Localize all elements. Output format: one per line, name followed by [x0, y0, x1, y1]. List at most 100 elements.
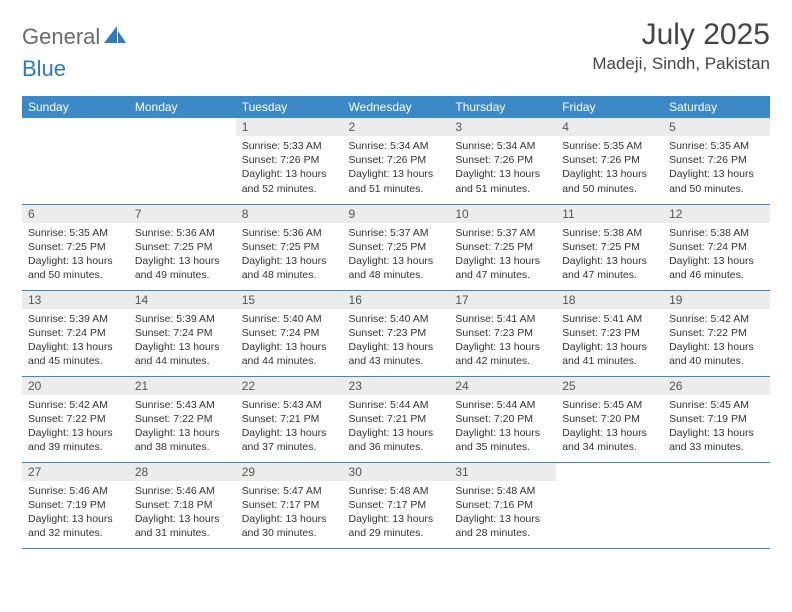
weekday-header: Thursday	[449, 96, 556, 118]
weekday-header: Monday	[129, 96, 236, 118]
day-number: 3	[449, 118, 556, 136]
day-number: 8	[236, 205, 343, 223]
calendar-day-cell: 25Sunrise: 5:45 AMSunset: 7:20 PMDayligh…	[556, 376, 663, 462]
day-content: Sunrise: 5:39 AMSunset: 7:24 PMDaylight:…	[129, 309, 236, 373]
day-content: Sunrise: 5:37 AMSunset: 7:25 PMDaylight:…	[343, 223, 450, 287]
calendar-day-cell: 1Sunrise: 5:33 AMSunset: 7:26 PMDaylight…	[236, 118, 343, 204]
day-number: 4	[556, 118, 663, 136]
day-content: Sunrise: 5:46 AMSunset: 7:19 PMDaylight:…	[22, 481, 129, 545]
weekday-header: Wednesday	[343, 96, 450, 118]
calendar-day-cell: 11Sunrise: 5:38 AMSunset: 7:25 PMDayligh…	[556, 204, 663, 290]
calendar-table: SundayMondayTuesdayWednesdayThursdayFrid…	[22, 96, 770, 549]
day-content: Sunrise: 5:46 AMSunset: 7:18 PMDaylight:…	[129, 481, 236, 545]
day-content: Sunrise: 5:44 AMSunset: 7:20 PMDaylight:…	[449, 395, 556, 459]
calendar-week-row: 27Sunrise: 5:46 AMSunset: 7:19 PMDayligh…	[22, 462, 770, 548]
calendar-day-cell: 17Sunrise: 5:41 AMSunset: 7:23 PMDayligh…	[449, 290, 556, 376]
calendar-day-cell: 28Sunrise: 5:46 AMSunset: 7:18 PMDayligh…	[129, 462, 236, 548]
day-number: 14	[129, 291, 236, 309]
weekday-header: Friday	[556, 96, 663, 118]
calendar-week-row: 1Sunrise: 5:33 AMSunset: 7:26 PMDaylight…	[22, 118, 770, 204]
day-content: Sunrise: 5:35 AMSunset: 7:25 PMDaylight:…	[22, 223, 129, 287]
day-number: 16	[343, 291, 450, 309]
calendar-day-cell: 21Sunrise: 5:43 AMSunset: 7:22 PMDayligh…	[129, 376, 236, 462]
day-content: Sunrise: 5:41 AMSunset: 7:23 PMDaylight:…	[556, 309, 663, 373]
day-number: 6	[22, 205, 129, 223]
day-number: 7	[129, 205, 236, 223]
day-content: Sunrise: 5:43 AMSunset: 7:21 PMDaylight:…	[236, 395, 343, 459]
day-number: 10	[449, 205, 556, 223]
calendar-day-cell: 20Sunrise: 5:42 AMSunset: 7:22 PMDayligh…	[22, 376, 129, 462]
calendar-day-cell	[129, 118, 236, 204]
weekday-header: Tuesday	[236, 96, 343, 118]
calendar-day-cell	[556, 462, 663, 548]
calendar-day-cell: 27Sunrise: 5:46 AMSunset: 7:19 PMDayligh…	[22, 462, 129, 548]
calendar-week-row: 20Sunrise: 5:42 AMSunset: 7:22 PMDayligh…	[22, 376, 770, 462]
calendar-day-cell: 18Sunrise: 5:41 AMSunset: 7:23 PMDayligh…	[556, 290, 663, 376]
day-content: Sunrise: 5:41 AMSunset: 7:23 PMDaylight:…	[449, 309, 556, 373]
day-number: 29	[236, 463, 343, 481]
day-number: 1	[236, 118, 343, 136]
calendar-day-cell	[22, 118, 129, 204]
day-content: Sunrise: 5:48 AMSunset: 7:16 PMDaylight:…	[449, 481, 556, 545]
day-number: 21	[129, 377, 236, 395]
calendar-day-cell: 6Sunrise: 5:35 AMSunset: 7:25 PMDaylight…	[22, 204, 129, 290]
calendar-day-cell: 19Sunrise: 5:42 AMSunset: 7:22 PMDayligh…	[663, 290, 770, 376]
calendar-day-cell: 12Sunrise: 5:38 AMSunset: 7:24 PMDayligh…	[663, 204, 770, 290]
day-content: Sunrise: 5:42 AMSunset: 7:22 PMDaylight:…	[663, 309, 770, 373]
day-content: Sunrise: 5:33 AMSunset: 7:26 PMDaylight:…	[236, 136, 343, 200]
day-content: Sunrise: 5:39 AMSunset: 7:24 PMDaylight:…	[22, 309, 129, 373]
day-number: 15	[236, 291, 343, 309]
day-content: Sunrise: 5:40 AMSunset: 7:23 PMDaylight:…	[343, 309, 450, 373]
calendar-header-row: SundayMondayTuesdayWednesdayThursdayFrid…	[22, 96, 770, 118]
day-content: Sunrise: 5:40 AMSunset: 7:24 PMDaylight:…	[236, 309, 343, 373]
day-number: 27	[22, 463, 129, 481]
day-number: 23	[343, 377, 450, 395]
day-number: 25	[556, 377, 663, 395]
logo: General	[22, 18, 128, 50]
day-number: 13	[22, 291, 129, 309]
day-content: Sunrise: 5:48 AMSunset: 7:17 PMDaylight:…	[343, 481, 450, 545]
day-content: Sunrise: 5:34 AMSunset: 7:26 PMDaylight:…	[343, 136, 450, 200]
day-content: Sunrise: 5:36 AMSunset: 7:25 PMDaylight:…	[236, 223, 343, 287]
calendar-body: 1Sunrise: 5:33 AMSunset: 7:26 PMDaylight…	[22, 118, 770, 548]
calendar-day-cell: 26Sunrise: 5:45 AMSunset: 7:19 PMDayligh…	[663, 376, 770, 462]
calendar-day-cell: 29Sunrise: 5:47 AMSunset: 7:17 PMDayligh…	[236, 462, 343, 548]
calendar-day-cell: 16Sunrise: 5:40 AMSunset: 7:23 PMDayligh…	[343, 290, 450, 376]
location: Madeji, Sindh, Pakistan	[592, 54, 770, 74]
day-content: Sunrise: 5:36 AMSunset: 7:25 PMDaylight:…	[129, 223, 236, 287]
day-content: Sunrise: 5:43 AMSunset: 7:22 PMDaylight:…	[129, 395, 236, 459]
day-number: 22	[236, 377, 343, 395]
day-content: Sunrise: 5:47 AMSunset: 7:17 PMDaylight:…	[236, 481, 343, 545]
day-number: 9	[343, 205, 450, 223]
day-content: Sunrise: 5:44 AMSunset: 7:21 PMDaylight:…	[343, 395, 450, 459]
calendar-day-cell: 8Sunrise: 5:36 AMSunset: 7:25 PMDaylight…	[236, 204, 343, 290]
day-content: Sunrise: 5:34 AMSunset: 7:26 PMDaylight:…	[449, 136, 556, 200]
day-number: 19	[663, 291, 770, 309]
day-number: 5	[663, 118, 770, 136]
calendar-day-cell: 7Sunrise: 5:36 AMSunset: 7:25 PMDaylight…	[129, 204, 236, 290]
calendar-day-cell: 14Sunrise: 5:39 AMSunset: 7:24 PMDayligh…	[129, 290, 236, 376]
day-content: Sunrise: 5:45 AMSunset: 7:20 PMDaylight:…	[556, 395, 663, 459]
day-number: 26	[663, 377, 770, 395]
calendar-day-cell: 30Sunrise: 5:48 AMSunset: 7:17 PMDayligh…	[343, 462, 450, 548]
calendar-day-cell: 9Sunrise: 5:37 AMSunset: 7:25 PMDaylight…	[343, 204, 450, 290]
day-content: Sunrise: 5:45 AMSunset: 7:19 PMDaylight:…	[663, 395, 770, 459]
month-title: July 2025	[592, 18, 770, 52]
day-number: 24	[449, 377, 556, 395]
calendar-day-cell: 13Sunrise: 5:39 AMSunset: 7:24 PMDayligh…	[22, 290, 129, 376]
day-number: 31	[449, 463, 556, 481]
day-number: 18	[556, 291, 663, 309]
calendar-day-cell: 4Sunrise: 5:35 AMSunset: 7:26 PMDaylight…	[556, 118, 663, 204]
title-block: July 2025 Madeji, Sindh, Pakistan	[592, 18, 770, 74]
calendar-week-row: 13Sunrise: 5:39 AMSunset: 7:24 PMDayligh…	[22, 290, 770, 376]
calendar-day-cell: 10Sunrise: 5:37 AMSunset: 7:25 PMDayligh…	[449, 204, 556, 290]
calendar-day-cell: 15Sunrise: 5:40 AMSunset: 7:24 PMDayligh…	[236, 290, 343, 376]
calendar-day-cell: 2Sunrise: 5:34 AMSunset: 7:26 PMDaylight…	[343, 118, 450, 204]
calendar-day-cell: 5Sunrise: 5:35 AMSunset: 7:26 PMDaylight…	[663, 118, 770, 204]
calendar-week-row: 6Sunrise: 5:35 AMSunset: 7:25 PMDaylight…	[22, 204, 770, 290]
day-number: 17	[449, 291, 556, 309]
day-number: 12	[663, 205, 770, 223]
day-content: Sunrise: 5:35 AMSunset: 7:26 PMDaylight:…	[663, 136, 770, 200]
calendar-day-cell	[663, 462, 770, 548]
weekday-header: Saturday	[663, 96, 770, 118]
